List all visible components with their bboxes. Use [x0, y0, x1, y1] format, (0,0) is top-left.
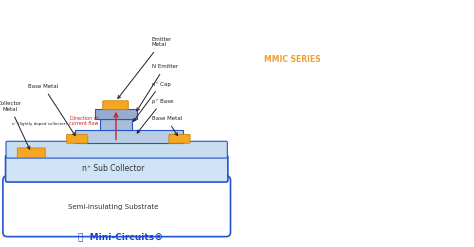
FancyBboxPatch shape	[103, 101, 128, 110]
FancyBboxPatch shape	[18, 148, 45, 158]
Text: Emitter
Metal: Emitter Metal	[118, 37, 172, 99]
FancyBboxPatch shape	[6, 141, 228, 158]
Text: Semi-insulating Substrate: Semi-insulating Substrate	[68, 205, 158, 210]
Text: Collector
Metal: Collector Metal	[0, 101, 30, 149]
FancyBboxPatch shape	[6, 155, 228, 182]
Text: n⁻ (lightly doped collector): n⁻ (lightly doped collector)	[12, 122, 67, 125]
Text: Direction of
current flow: Direction of current flow	[70, 116, 99, 126]
Text: Base Metal: Base Metal	[28, 84, 75, 136]
FancyBboxPatch shape	[169, 134, 190, 143]
Text: p⁺ Base: p⁺ Base	[137, 99, 173, 133]
Text: n⁺ Sub Collector: n⁺ Sub Collector	[82, 164, 144, 173]
FancyBboxPatch shape	[95, 109, 137, 119]
FancyBboxPatch shape	[3, 176, 230, 237]
Text: Understanding
Heterojunction
Bipolar Transistors
(HBTs): Understanding Heterojunction Bipolar Tra…	[259, 87, 420, 170]
Text: N Emitter: N Emitter	[137, 64, 178, 111]
Text: ⎕  Mini-Circuits®: ⎕ Mini-Circuits®	[78, 233, 163, 242]
Text: Base Metal: Base Metal	[152, 116, 182, 136]
FancyBboxPatch shape	[74, 130, 183, 143]
Text: n⁺ Cap: n⁺ Cap	[133, 81, 171, 121]
FancyBboxPatch shape	[100, 119, 132, 130]
Text: MMIC SERIES: MMIC SERIES	[264, 55, 320, 64]
FancyBboxPatch shape	[67, 134, 88, 143]
